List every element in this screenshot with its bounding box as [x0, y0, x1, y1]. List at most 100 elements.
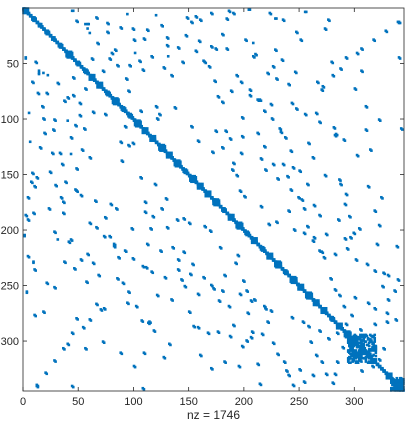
nonzero-point-1697 — [136, 305, 139, 309]
nonzero-point-1107 — [286, 272, 289, 276]
nonzero-point-2092 — [246, 340, 250, 343]
nonzero-point-2124 — [312, 374, 316, 378]
nonzero-point-2380 — [239, 293, 243, 297]
nonzero-point-1657 — [95, 200, 98, 204]
nonzero-point-2368 — [164, 277, 168, 280]
nonzero-point-2101 — [361, 70, 364, 74]
nonzero-point-466 — [154, 141, 158, 145]
nonzero-point-761 — [78, 63, 82, 67]
nonzero-point-1828 — [80, 194, 84, 198]
sparsity-points — [22, 7, 405, 392]
nonzero-point-2069 — [328, 19, 331, 23]
nonzero-point-2120 — [286, 370, 289, 373]
nonzero-point-2184 — [354, 88, 358, 91]
nonzero-point-1757 — [159, 113, 162, 117]
nonzero-point-1844 — [116, 208, 119, 211]
nonzero-point-1476 — [349, 361, 352, 364]
x-tick-label-3: 150 — [179, 396, 197, 408]
nonzero-point-1812 — [36, 177, 40, 180]
nonzero-point-1680 — [270, 103, 274, 107]
nonzero-point-2305 — [176, 219, 180, 222]
nonzero-point-1577 — [34, 269, 37, 272]
nonzero-point-2016 — [156, 294, 160, 298]
nonzero-point-2152 — [361, 370, 364, 373]
nonzero-point-1626 — [109, 58, 113, 61]
nonzero-point-1936 — [113, 245, 117, 249]
nonzero-point-709 — [34, 19, 37, 23]
nonzero-point-752 — [68, 56, 72, 59]
nonzero-point-1753 — [155, 106, 159, 109]
nonzero-point-699 — [22, 11, 25, 15]
nonzero-point-1673 — [109, 235, 113, 239]
nonzero-point-1646 — [42, 71, 45, 75]
nonzero-point-2216 — [350, 237, 353, 240]
nonzero-point-1700 — [333, 127, 337, 130]
nonzero-point-1358 — [356, 345, 360, 349]
nonzero-point-2021 — [312, 157, 316, 160]
nonzero-point-2276 — [156, 118, 160, 121]
nonzero-point-2384 — [250, 300, 254, 303]
nonzero-point-726 — [50, 38, 54, 41]
nonzero-point-2204 — [367, 185, 371, 189]
nonzero-point-1549 — [402, 389, 405, 392]
nonzero-point-1392 — [374, 349, 378, 352]
nonzero-point-2356 — [64, 261, 67, 265]
nonzero-point-580 — [280, 268, 284, 271]
nonzero-point-1245 — [385, 376, 389, 380]
nonzero-point-1713 — [111, 52, 115, 56]
nonzero-point-2308 — [265, 169, 268, 172]
nonzero-point-1581 — [25, 291, 29, 295]
nonzero-point-1589 — [43, 118, 46, 121]
nonzero-point-2088 — [229, 335, 233, 339]
nonzero-point-968 — [198, 187, 202, 190]
nonzero-point-1634 — [272, 66, 276, 69]
nonzero-point-2281 — [140, 177, 144, 180]
nonzero-point-1712 — [67, 97, 71, 100]
nonzero-point-1917 — [233, 324, 236, 328]
nonzero-point-2393 — [323, 257, 327, 260]
nonzero-point-1453 — [369, 356, 372, 360]
nonzero-point-1833 — [211, 46, 214, 49]
nonzero-point-2077 — [335, 133, 339, 137]
nonzero-point-2313 — [192, 263, 195, 267]
nonzero-point-2196 — [343, 139, 347, 142]
nonzero-point-1821 — [200, 19, 203, 23]
nonzero-point-1920 — [268, 223, 272, 227]
nonzero-point-867 — [143, 131, 147, 135]
nonzero-point-722 — [47, 32, 51, 36]
nonzero-point-1482 — [370, 361, 373, 364]
nonzero-point-2056 — [360, 329, 363, 332]
nonzero-point-2201 — [169, 343, 172, 347]
nonzero-point-418 — [101, 88, 105, 91]
nonzero-point-614 — [318, 305, 321, 309]
nonzero-point-2377 — [303, 208, 307, 211]
nonzero-point-2176 — [345, 57, 349, 60]
nonzero-point-967 — [196, 187, 200, 190]
nonzero-point-879 — [149, 139, 152, 142]
nonzero-point-2413 — [351, 314, 354, 318]
x-tick-label-2: 100 — [124, 396, 142, 408]
nonzero-point-1681 — [118, 257, 121, 260]
nonzero-point-2040 — [374, 308, 378, 311]
nonzero-point-1180 — [320, 311, 324, 315]
nonzero-point-1388 — [364, 349, 368, 352]
nonzero-point-1908 — [288, 210, 291, 214]
nonzero-point-2332 — [313, 204, 317, 208]
nonzero-point-376 — [55, 41, 58, 45]
nonzero-point-2072 — [76, 318, 79, 321]
nonzero-point-1957 — [279, 128, 283, 131]
nonzero-point-2333 — [218, 300, 222, 303]
nonzero-point-1330 — [356, 342, 360, 346]
nonzero-point-1560 — [211, 12, 214, 16]
nonzero-point-1081 — [270, 257, 274, 260]
nonzero-point-1610 — [166, 45, 170, 48]
nonzero-point-1729 — [128, 90, 131, 94]
nonzero-point-1872 — [33, 212, 36, 216]
nonzero-point-1840 — [110, 203, 114, 207]
nonzero-point-998 — [213, 203, 216, 207]
nonzero-point-1649 — [88, 31, 92, 35]
nonzero-point-899 — [163, 149, 167, 152]
nonzero-point-2372 — [211, 284, 214, 288]
nonzero-point-1929 — [247, 312, 251, 316]
nonzero-point-1913 — [228, 305, 232, 309]
